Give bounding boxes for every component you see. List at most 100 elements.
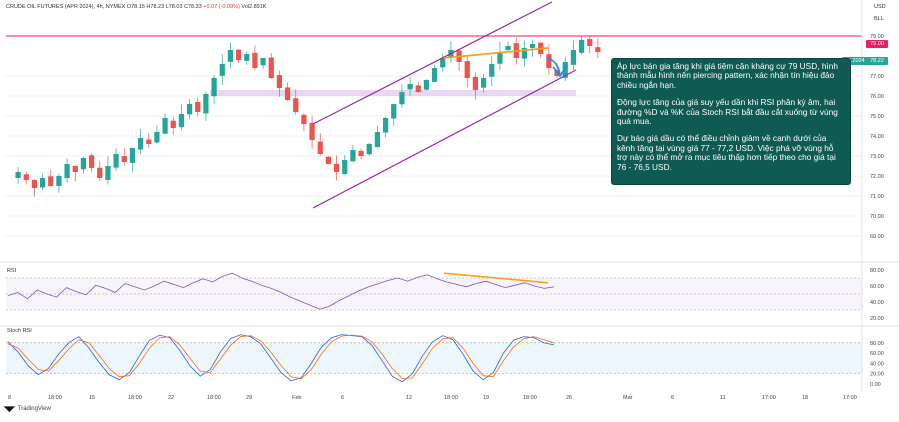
candle-body [587,39,593,46]
candle-body [72,165,78,172]
time-axis-tick: 22 [168,395,174,401]
stoch-band [6,342,862,374]
candle-body [252,52,258,68]
stoch-d-line [7,334,555,380]
price-axis-tick: 79.00 [870,34,884,40]
candle-body [521,48,528,59]
tradingview-logo-icon: ◥◤ [4,406,15,413]
candle-body [415,85,421,92]
symbol-title: CRUDE OIL FUTURES (APR 2024), 4h, NYMEX [6,4,126,10]
candle-body [203,94,209,114]
stoch-axis-tick: 80.00 [870,341,884,347]
rsi-axis-tick: 20.00 [870,316,884,322]
candle-body [235,49,242,60]
time-axis-tick: 8 [8,395,11,401]
candle-body [374,132,381,147]
candle-body [399,92,405,105]
price-axis-tick: 71.00 [870,194,884,200]
candle-body [154,132,160,143]
symbol-price-tag: CL2024 [842,57,868,65]
candle-body [301,114,307,124]
time-axis-tick: 17:00 [762,395,776,401]
candle-body [88,155,95,168]
candle-body [382,118,389,133]
candle-body [440,58,446,68]
candle-body [578,40,585,53]
stoch-pane-label: Stoch RSI [7,328,32,334]
stoch-axis-tick: 40.00 [870,361,884,367]
candle-body [219,64,225,76]
price-axis-tick: 69.00 [870,234,884,240]
forecast-arrow-head-icon [552,65,568,78]
time-axis-tick: 6 [671,395,674,401]
rsi-axis-tick: 60.00 [870,284,884,290]
rsi-pane-label: RSI [7,268,17,274]
candle-body [244,54,250,61]
candle-body [497,52,503,64]
stoch-axis-tick: 0.00 [870,382,881,388]
candle-body [276,75,283,88]
currency-label: USD [874,4,886,10]
stoch-axis-tick: 20.00 [870,372,884,378]
time-axis-tick: 26 [566,395,572,401]
candle-body [162,118,168,134]
candle-body [423,80,430,90]
candle-body [23,174,29,180]
price-axis-tick: 73.00 [870,154,884,160]
price-trend-line [443,47,549,59]
candle-body [595,47,601,52]
channel-upper-line [312,1,553,125]
price-axis-tick: 70.00 [870,214,884,220]
price-axis-tick: 72.00 [870,174,884,180]
candle-body [480,78,487,88]
candle-body [56,176,62,187]
candle-body [366,144,372,155]
last-price-tag: 78.22 [866,57,888,65]
candle-body [39,178,46,188]
candle-body [15,172,21,178]
candle-body [391,104,397,119]
candle-body [195,101,201,112]
rsi-divergence-line [443,272,549,284]
candle-body [129,148,136,163]
candle-body [529,44,536,48]
candle-body [186,104,193,115]
candle-body [342,160,348,175]
note-paragraph-3: Dự báo giá dầu có thể điều chỉnh giảm về… [617,133,836,172]
candle-body [105,166,111,180]
candle-body [350,150,356,162]
time-axis-tick: 18 [802,395,808,401]
candle-body [325,156,332,164]
candle-body [472,76,479,90]
candle-body [333,163,340,172]
stoch-k-line [7,334,555,383]
price-axis-tick: 74.00 [870,134,884,140]
price-change: +0.07 (-0.09%) [203,4,240,10]
chart-header: CRUDE OIL FUTURES (APR 2024), 4h, NYMEX … [6,4,266,10]
channel-lower-line [312,69,577,209]
time-axis-tick: 15 [89,395,95,401]
candle-body [268,57,274,78]
price-axis-tick: 75.00 [870,114,884,120]
candle-body [431,68,438,82]
time-axis-tick: Mar [623,395,633,401]
time-axis-tick: 18:00 [48,395,62,401]
candle-body [464,61,470,78]
candle-body [121,156,127,162]
candle-body [407,84,413,90]
volume-value: Vol2.891K [241,4,267,10]
candle-body [489,64,495,77]
candle-body [505,46,511,51]
rsi-line [7,272,555,310]
time-axis-tick: 18:00 [207,395,221,401]
time-axis-tick: 18:00 [128,395,142,401]
candle-body [293,98,299,112]
rsi-axis-tick: 80.00 [870,268,884,274]
candle-body [170,120,176,128]
ohlc-values: O78.15 H78.23 L78.03 C78.33 [126,4,202,10]
price-axis-tick: 77.00 [870,74,884,80]
candle-body [284,87,291,100]
time-axis-tick: 18:00 [444,395,458,401]
time-axis-tick: 11 [720,395,726,401]
